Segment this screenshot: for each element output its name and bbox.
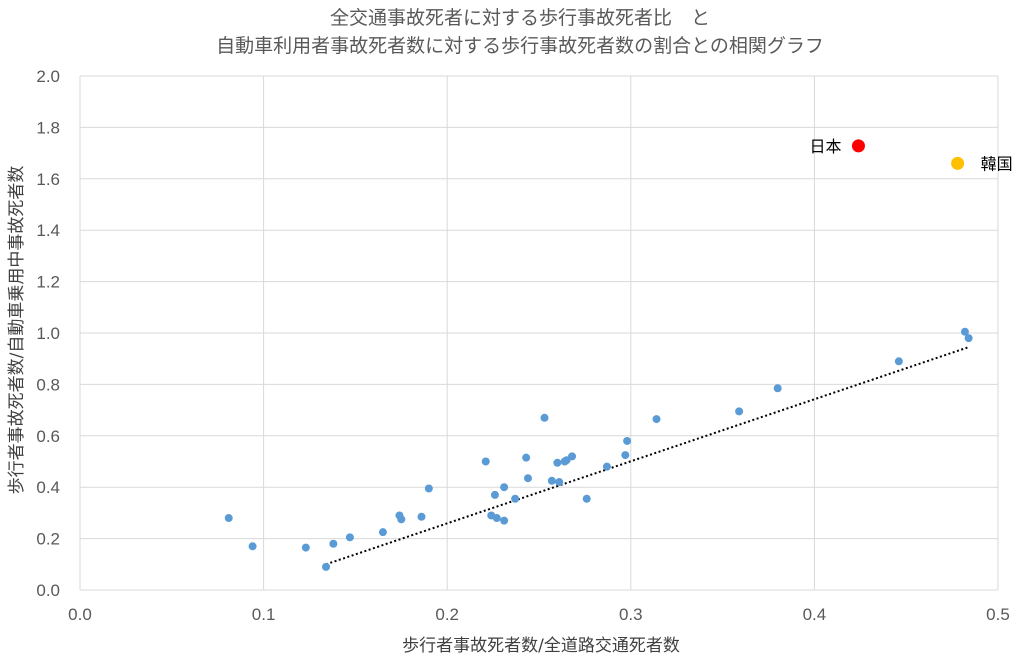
y-axis-ticks: 0.0 0.2 0.4 0.6 0.8 1.0 1.2 1.4 1.6 1.8 2.0 (36, 67, 60, 600)
y-tick-label: 1.4 (36, 221, 60, 240)
x-axis-ticks: 0.0 0.1 0.2 0.3 0.4 0.5 (68, 605, 1010, 624)
data-point (500, 483, 509, 492)
data-point (224, 514, 233, 523)
data-point (511, 494, 520, 503)
highlight-label: 日本 (809, 137, 841, 156)
data-point (582, 494, 591, 503)
y-tick-label: 0.8 (36, 375, 60, 394)
data-point (322, 562, 331, 571)
y-tick-label: 0.6 (36, 427, 60, 446)
chart-title: 全交通事故死者に対する歩行事故死者比 と 自動車利用者事故死者数に対する歩行事故… (216, 7, 824, 57)
y-tick-label: 0.2 (36, 530, 60, 549)
x-tick-label: 0.3 (619, 605, 643, 624)
data-point (652, 415, 661, 424)
gridlines (79, 75, 999, 591)
data-point (248, 542, 257, 551)
data-point (602, 462, 611, 471)
trendline (325, 346, 969, 566)
chart-title-line-1: 全交通事故死者に対する歩行事故死者比 と (330, 7, 710, 29)
y-tick-label: 0.0 (36, 581, 60, 600)
y-tick-label: 2.0 (36, 67, 60, 86)
x-axis-label: 歩行者事故死者数/全道路交通死者数 (402, 636, 680, 656)
data-point (555, 478, 564, 487)
data-points (224, 327, 973, 571)
data-point (378, 528, 387, 537)
x-tick-label: 0.5 (986, 605, 1010, 624)
y-tick-label: 1.0 (36, 324, 60, 343)
trendline-layer (325, 346, 969, 566)
data-point (490, 490, 499, 499)
data-point (735, 407, 744, 416)
highlight-label: 韓国 (981, 154, 1013, 173)
chart-title-line-2: 自動車利用者事故死者数に対する歩行事故死者数の割合との相関グラフ (216, 35, 824, 57)
data-point (523, 474, 532, 483)
x-tick-label: 0.1 (252, 605, 276, 624)
data-point (623, 436, 632, 445)
data-point (329, 539, 338, 548)
data-point (522, 453, 531, 462)
y-tick-label: 1.6 (36, 170, 60, 189)
data-point (424, 484, 433, 493)
data-point (773, 384, 782, 393)
y-tick-label: 1.8 (36, 118, 60, 137)
y-axis-label: 歩行者事故死者数/自動車乗用中事故死者数 (7, 166, 27, 495)
x-tick-label: 0.0 (68, 605, 92, 624)
data-point (345, 533, 354, 542)
y-tick-label: 0.4 (36, 478, 60, 497)
data-point (301, 543, 310, 552)
data-point (960, 327, 969, 336)
highlight-point (851, 139, 865, 153)
data-point (492, 514, 501, 523)
data-point (964, 334, 973, 343)
x-tick-label: 0.4 (803, 605, 827, 624)
data-point (568, 452, 577, 461)
highlight-point (951, 156, 965, 170)
data-point (540, 413, 549, 422)
data-point (553, 458, 562, 467)
data-point (417, 512, 426, 521)
data-point (500, 516, 509, 525)
data-point (547, 476, 556, 485)
data-point (894, 357, 903, 366)
x-tick-label: 0.2 (435, 605, 459, 624)
data-point (621, 451, 630, 460)
data-point (397, 515, 406, 524)
y-tick-label: 1.2 (36, 273, 60, 292)
data-point (481, 457, 490, 466)
